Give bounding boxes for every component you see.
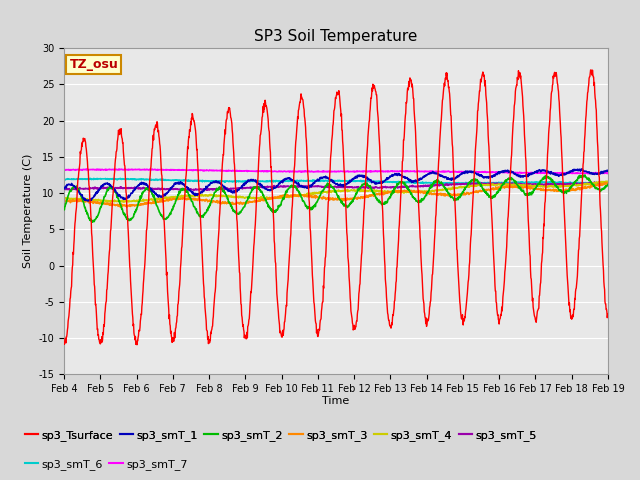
Legend: sp3_smT_6, sp3_smT_7: sp3_smT_6, sp3_smT_7: [25, 459, 188, 469]
Legend: sp3_Tsurface, sp3_smT_1, sp3_smT_2, sp3_smT_3, sp3_smT_4, sp3_smT_5: sp3_Tsurface, sp3_smT_1, sp3_smT_2, sp3_…: [25, 430, 537, 441]
X-axis label: Time: Time: [323, 396, 349, 406]
Text: TZ_osu: TZ_osu: [69, 58, 118, 71]
Title: SP3 Soil Temperature: SP3 Soil Temperature: [254, 29, 418, 44]
Y-axis label: Soil Temperature (C): Soil Temperature (C): [23, 154, 33, 268]
